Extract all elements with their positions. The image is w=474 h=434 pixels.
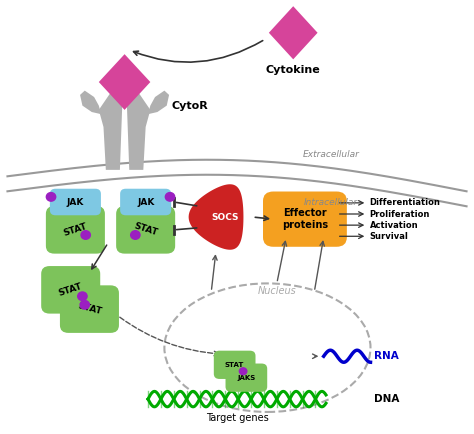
FancyBboxPatch shape [50,189,101,215]
Text: Nucleus: Nucleus [257,286,296,296]
Text: JAKS: JAKS [237,375,255,381]
Text: DNA: DNA [374,394,400,404]
Text: JAK: JAK [67,197,84,207]
Text: Intracellular: Intracellular [304,198,358,207]
Text: SOCS: SOCS [211,213,239,221]
Text: STAT: STAT [76,302,102,317]
Text: STAT: STAT [225,362,244,368]
Polygon shape [189,184,244,250]
FancyBboxPatch shape [214,351,255,379]
Text: Effector
proteins: Effector proteins [282,208,328,230]
Text: JAK: JAK [137,197,155,207]
Text: Activation: Activation [370,220,418,230]
Circle shape [239,368,247,375]
FancyBboxPatch shape [116,206,175,253]
FancyBboxPatch shape [46,206,105,253]
Text: STAT: STAT [58,282,84,298]
Circle shape [78,292,87,301]
Text: Proliferation: Proliferation [370,210,430,218]
Text: RNA: RNA [374,351,399,361]
Circle shape [46,193,56,201]
Polygon shape [80,91,101,114]
Polygon shape [127,91,150,170]
Polygon shape [99,54,150,110]
Text: STAT: STAT [133,222,159,238]
FancyBboxPatch shape [226,364,267,392]
Text: STAT: STAT [63,222,89,238]
Text: Extracellular: Extracellular [302,150,359,159]
FancyBboxPatch shape [120,189,171,215]
Text: Differentiation: Differentiation [370,198,440,207]
FancyBboxPatch shape [263,191,347,247]
Polygon shape [269,6,318,59]
FancyBboxPatch shape [41,266,100,314]
Polygon shape [148,91,169,114]
FancyBboxPatch shape [60,285,119,333]
Polygon shape [99,91,122,170]
Circle shape [80,301,90,309]
Text: Cytokine: Cytokine [266,65,320,75]
Circle shape [165,193,175,201]
Circle shape [81,231,91,239]
Text: Target genes: Target genes [206,413,268,423]
Text: CytoR: CytoR [172,101,208,111]
Text: Survival: Survival [370,232,409,241]
Circle shape [131,231,140,239]
